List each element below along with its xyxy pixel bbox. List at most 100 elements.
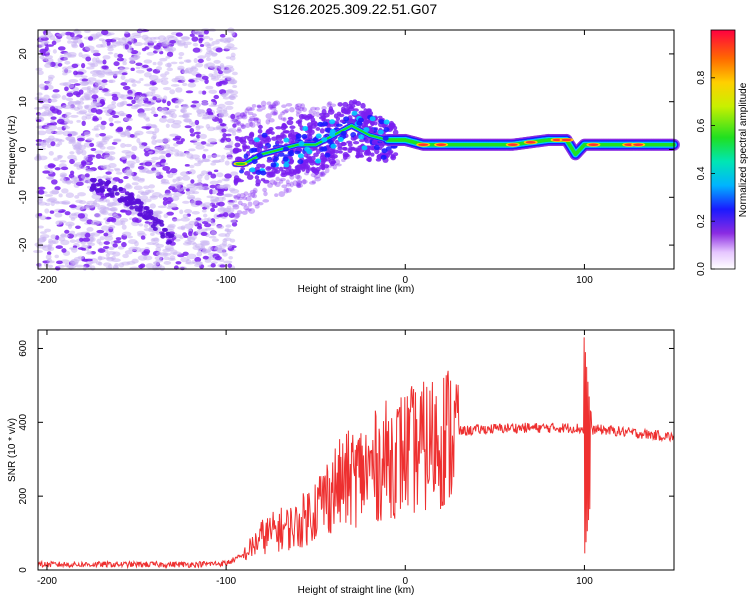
noise-blob	[151, 139, 157, 145]
x-tick-label: -200	[37, 275, 57, 286]
transition-blob	[248, 207, 256, 214]
noise-blob	[199, 203, 207, 207]
noise-blob	[180, 36, 191, 40]
noise-blob	[44, 202, 51, 206]
noise-blob	[61, 188, 69, 194]
noise-blob	[94, 212, 102, 218]
noise-blob	[103, 154, 113, 160]
noise-blob	[113, 120, 122, 124]
noise-blob	[58, 139, 65, 143]
noise-blob	[217, 103, 226, 109]
noise-blob	[201, 75, 209, 80]
noise-blob	[154, 256, 163, 261]
noise-blob	[225, 105, 234, 110]
transition-blob	[313, 152, 319, 158]
noise-blob	[129, 134, 135, 138]
noise-blob	[225, 133, 232, 137]
noise-blob	[197, 179, 202, 183]
noise-blob	[94, 150, 104, 155]
noise-blob	[69, 239, 77, 243]
noise-blob	[210, 263, 216, 268]
noise-blob	[145, 263, 155, 269]
noise-blob	[213, 169, 219, 173]
noise-blob	[132, 104, 142, 108]
transition-blob	[342, 151, 349, 158]
noise-blob	[96, 59, 103, 64]
noise-blob	[193, 131, 201, 135]
noise-blob	[169, 89, 176, 95]
noise-blob	[224, 228, 234, 233]
noise-blob	[232, 123, 237, 128]
noise-blob	[139, 195, 149, 200]
noise-blob	[205, 62, 216, 68]
transition-blob	[270, 110, 277, 116]
noise-blob	[143, 107, 152, 111]
transition-blue-blob	[330, 143, 337, 149]
noise-blob	[153, 78, 164, 83]
transition-blob	[252, 193, 257, 199]
noise-blob	[43, 262, 50, 267]
noise-blob	[136, 194, 141, 200]
transition-blue-blob	[321, 146, 328, 152]
noise-blob	[183, 209, 193, 214]
transition-blue-blob	[329, 131, 336, 137]
transition-blob	[258, 124, 263, 130]
noise-blob	[51, 239, 59, 245]
transition-blob	[294, 150, 301, 155]
noise-blob	[191, 210, 200, 215]
transition-blob	[234, 212, 241, 218]
noise-blob	[161, 77, 169, 81]
transition-blob	[366, 157, 372, 162]
noise-blob	[161, 137, 171, 143]
transition-blob	[235, 112, 242, 118]
transition-blob	[241, 210, 248, 215]
noise-blob	[185, 90, 194, 94]
noise-blob	[84, 258, 93, 262]
noise-blob	[59, 177, 66, 182]
transition-blob	[294, 103, 299, 110]
noise-blob	[131, 145, 138, 152]
noise-blob	[193, 57, 198, 64]
transition-blue-blob	[260, 170, 267, 176]
noise-blob	[154, 127, 160, 133]
noise-blob	[36, 262, 43, 269]
noise-blob	[84, 105, 89, 110]
noise-blob	[97, 255, 103, 261]
noise-blob	[204, 227, 215, 231]
transition-blob	[254, 204, 260, 209]
noise-blob	[81, 81, 89, 86]
noise-blob	[167, 223, 176, 228]
noise-blob	[86, 137, 95, 142]
transition-blob	[273, 180, 278, 186]
noise-blob	[84, 173, 90, 178]
noise-blob	[55, 143, 61, 147]
transition-blue-blob	[282, 146, 289, 152]
noise-blob	[69, 139, 76, 144]
noise-blob	[222, 183, 231, 189]
noise-blob	[199, 240, 210, 244]
noise-blob	[100, 85, 106, 89]
noise-blob	[124, 44, 129, 50]
noise-blob	[81, 63, 86, 69]
noise-blob	[209, 184, 217, 189]
noise-blob	[58, 201, 67, 205]
noise-blob	[90, 265, 96, 271]
transition-blob	[243, 205, 250, 211]
noise-blob	[222, 108, 228, 113]
diagonal-blob	[138, 201, 144, 206]
hot-spot	[436, 143, 447, 147]
transition-blue-blob	[358, 134, 365, 140]
transition-blob	[370, 152, 375, 157]
noise-blob	[68, 173, 75, 179]
transition-blob	[311, 180, 316, 184]
transition-blob	[248, 118, 253, 124]
noise-blob	[83, 131, 91, 137]
noise-blob	[64, 112, 72, 116]
noise-blob	[135, 159, 140, 164]
transition-blob	[284, 108, 290, 113]
diagonal-blob	[91, 178, 97, 183]
x-tick-label: -100	[216, 275, 236, 286]
noise-blob	[45, 176, 55, 180]
noise-blob	[145, 118, 151, 122]
